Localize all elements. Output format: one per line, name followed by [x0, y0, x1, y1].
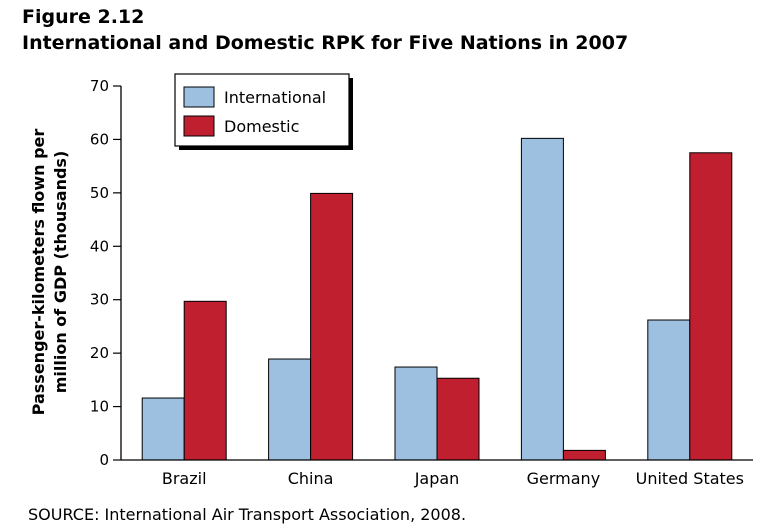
- bar-international: [647, 319, 691, 461]
- legend-label-international: International: [224, 88, 326, 107]
- bar-international: [520, 137, 564, 461]
- bar-domestic: [562, 449, 606, 461]
- y-tick-label: 20: [90, 344, 109, 362]
- x-category-label: China: [288, 469, 334, 488]
- y-tick-label: 40: [90, 237, 109, 255]
- y-tick-label: 30: [90, 291, 109, 309]
- y-axis-label-line-1: Passenger-kilometers flown per: [29, 129, 48, 416]
- y-tick-label: 10: [90, 398, 109, 416]
- legend-box: [174, 73, 350, 147]
- bar-domestic: [183, 300, 227, 461]
- legend-swatch-domestic: [183, 115, 215, 137]
- y-axis-ticks: 0 10 20 30 40 50 60 70: [90, 77, 121, 469]
- bar-international: [141, 397, 185, 461]
- legend-label-domestic: Domestic: [224, 117, 299, 136]
- y-tick-label: 50: [90, 184, 109, 202]
- y-tick-label: 0: [99, 451, 109, 469]
- bar-international: [394, 366, 438, 461]
- x-axis-categories: Brazil China Japan Germany United States: [162, 469, 744, 488]
- bars: [141, 137, 733, 461]
- y-axis-label: Passenger-kilometers flown per million o…: [29, 129, 70, 416]
- bar-international: [268, 358, 312, 461]
- figure-label: Figure 2.12: [22, 6, 145, 28]
- y-tick-label: 70: [90, 77, 109, 95]
- axes: [120, 86, 753, 461]
- bar-domestic: [436, 377, 480, 461]
- chart-title: International and Domestic RPK for Five …: [22, 32, 629, 54]
- x-category-label: Brazil: [162, 469, 207, 488]
- bar-domestic: [310, 192, 354, 461]
- x-category-label: Japan: [414, 469, 460, 488]
- x-category-label: Germany: [527, 469, 601, 488]
- bar-domestic: [689, 152, 733, 461]
- legend-swatch-international: [183, 86, 215, 108]
- source-note: SOURCE: International Air Transport Asso…: [28, 505, 467, 524]
- y-axis-label-line-2: million of GDP (thousands): [51, 151, 70, 394]
- legend: International Domestic: [174, 73, 353, 150]
- x-category-label: United States: [636, 469, 744, 488]
- y-tick-label: 60: [90, 130, 109, 148]
